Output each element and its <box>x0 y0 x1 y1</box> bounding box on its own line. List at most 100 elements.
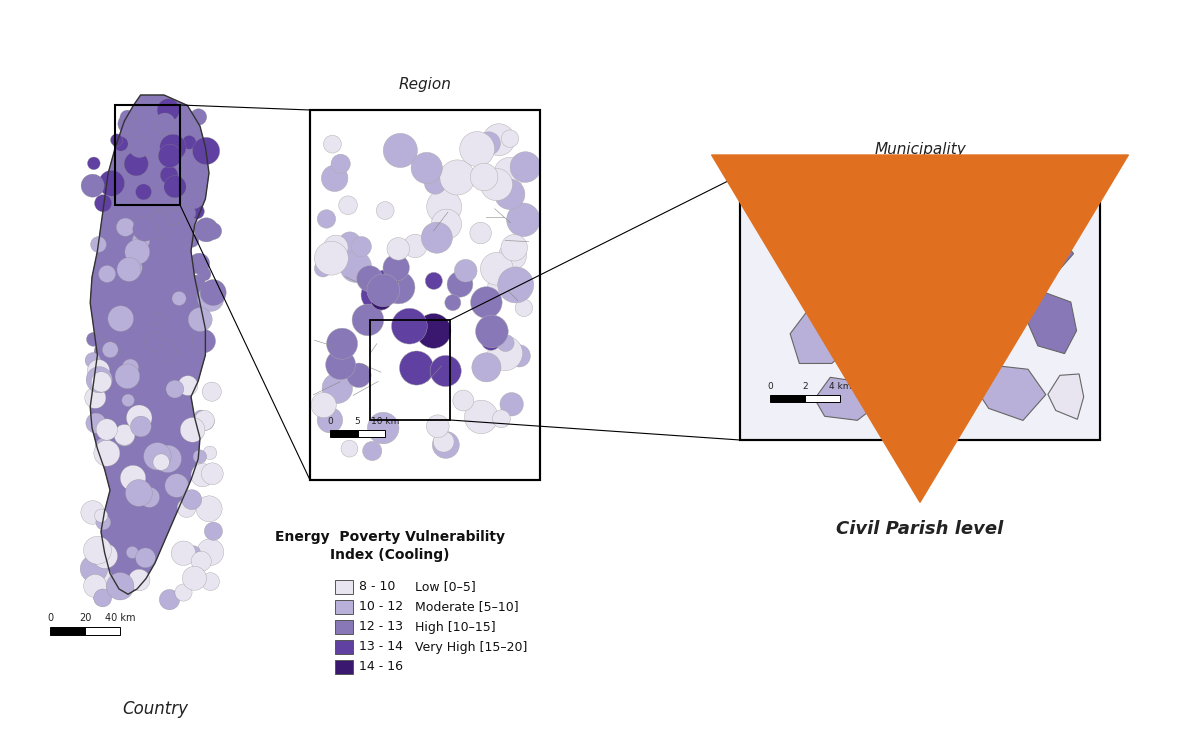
Circle shape <box>191 551 211 571</box>
Circle shape <box>167 209 182 225</box>
Circle shape <box>352 237 372 257</box>
Circle shape <box>515 299 533 317</box>
Text: 4 km: 4 km <box>829 382 851 391</box>
Text: Low [0–5]: Low [0–5] <box>415 580 475 593</box>
Circle shape <box>432 431 460 458</box>
Polygon shape <box>815 377 880 420</box>
Bar <box>335 620 353 634</box>
Circle shape <box>445 295 461 311</box>
Polygon shape <box>1025 292 1076 354</box>
Circle shape <box>158 144 181 167</box>
Circle shape <box>136 184 151 200</box>
Bar <box>310 110 540 480</box>
Circle shape <box>194 218 218 242</box>
Circle shape <box>172 541 196 565</box>
Circle shape <box>391 309 427 344</box>
Circle shape <box>372 270 398 295</box>
Circle shape <box>470 164 498 191</box>
Polygon shape <box>896 373 962 420</box>
Text: Region: Region <box>398 77 451 92</box>
Circle shape <box>85 352 101 368</box>
Circle shape <box>155 113 175 134</box>
Circle shape <box>194 411 215 431</box>
Circle shape <box>383 255 409 281</box>
Circle shape <box>126 546 138 559</box>
Circle shape <box>475 315 509 348</box>
Text: 5: 5 <box>355 417 360 426</box>
Circle shape <box>427 189 462 224</box>
Circle shape <box>122 149 148 175</box>
Circle shape <box>197 285 224 312</box>
Circle shape <box>325 350 355 380</box>
Circle shape <box>500 235 528 261</box>
Circle shape <box>82 174 104 198</box>
Bar <box>770 395 805 402</box>
Circle shape <box>203 446 217 460</box>
Circle shape <box>132 232 150 249</box>
Circle shape <box>120 110 134 125</box>
Circle shape <box>188 308 212 332</box>
Circle shape <box>412 152 443 184</box>
Circle shape <box>136 548 155 568</box>
Circle shape <box>367 274 400 306</box>
Circle shape <box>98 170 125 196</box>
Circle shape <box>121 144 140 164</box>
Circle shape <box>94 589 112 607</box>
Circle shape <box>114 425 134 445</box>
Circle shape <box>154 445 181 473</box>
Circle shape <box>322 373 353 403</box>
Circle shape <box>94 440 120 466</box>
Circle shape <box>86 413 106 433</box>
Circle shape <box>324 135 341 153</box>
Circle shape <box>88 157 100 169</box>
Circle shape <box>421 222 452 253</box>
Circle shape <box>88 360 109 382</box>
Circle shape <box>88 567 113 591</box>
Circle shape <box>202 382 221 401</box>
Text: 13 - 14: 13 - 14 <box>359 641 403 653</box>
Text: High [10–15]: High [10–15] <box>415 621 496 633</box>
Circle shape <box>205 223 222 240</box>
Circle shape <box>440 160 475 195</box>
Circle shape <box>95 195 112 212</box>
Circle shape <box>487 336 522 371</box>
Circle shape <box>108 306 133 332</box>
Text: 2: 2 <box>802 382 808 391</box>
Circle shape <box>322 165 348 192</box>
Bar <box>358 430 385 437</box>
Circle shape <box>188 253 210 274</box>
Circle shape <box>133 217 157 241</box>
Circle shape <box>180 417 205 443</box>
Circle shape <box>178 499 196 517</box>
Circle shape <box>425 172 446 194</box>
Text: 10 km: 10 km <box>371 417 400 426</box>
Circle shape <box>98 266 115 283</box>
Circle shape <box>86 332 101 346</box>
Circle shape <box>94 591 109 605</box>
Circle shape <box>96 515 110 530</box>
Circle shape <box>152 454 169 471</box>
Circle shape <box>326 328 358 359</box>
Polygon shape <box>977 366 1046 420</box>
Circle shape <box>472 353 502 382</box>
Text: Index (Cooling): Index (Cooling) <box>330 548 450 562</box>
Circle shape <box>497 334 514 352</box>
Circle shape <box>480 252 514 285</box>
Circle shape <box>122 394 134 407</box>
Circle shape <box>164 175 186 198</box>
Circle shape <box>314 241 348 275</box>
Circle shape <box>160 166 178 184</box>
Circle shape <box>160 134 186 161</box>
Text: 10 - 12: 10 - 12 <box>359 600 403 613</box>
Circle shape <box>122 359 139 376</box>
Circle shape <box>482 124 515 155</box>
Circle shape <box>118 114 138 134</box>
Circle shape <box>126 480 152 506</box>
Circle shape <box>186 234 199 247</box>
Circle shape <box>145 213 172 239</box>
Text: 8 - 10: 8 - 10 <box>359 580 395 593</box>
Circle shape <box>492 410 510 428</box>
Circle shape <box>126 405 152 431</box>
Bar <box>370 320 450 420</box>
Circle shape <box>361 279 394 311</box>
